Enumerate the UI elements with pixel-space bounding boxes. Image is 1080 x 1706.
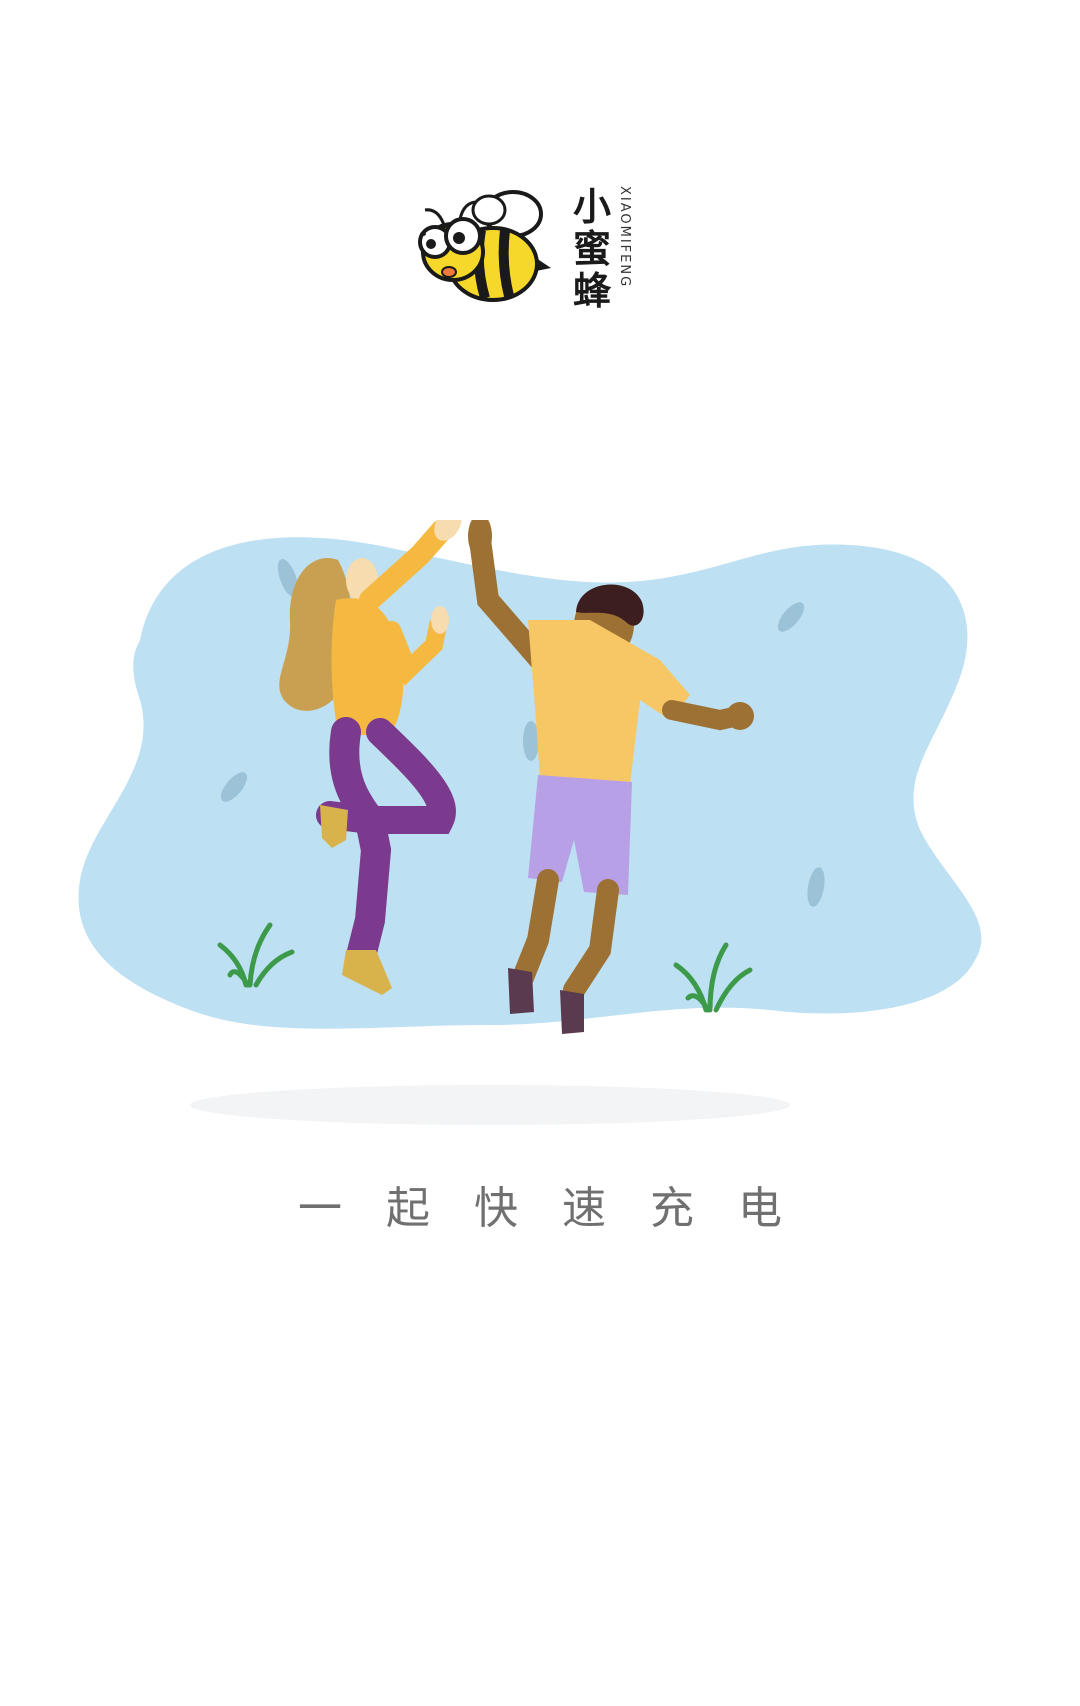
man-figure bbox=[468, 520, 754, 1034]
friends-high-five-illustration bbox=[70, 520, 1010, 1140]
illustration-canvas bbox=[78, 520, 982, 1125]
brand-char: 蜂 bbox=[572, 269, 611, 313]
woman-figure bbox=[279, 520, 462, 995]
app-logo: 小 蜜 蜂 XIAOMIFENG bbox=[405, 186, 645, 326]
brand-name-cn: 小 蜜 蜂 bbox=[570, 186, 614, 312]
brand-name-en: XIAOMIFENG bbox=[617, 186, 632, 289]
bee-mascot-icon bbox=[418, 190, 551, 302]
brand-char: 小 bbox=[572, 185, 611, 229]
brand-char: 蜜 bbox=[572, 227, 611, 271]
slogan-text: 一起快速充电 bbox=[298, 1183, 826, 1234]
